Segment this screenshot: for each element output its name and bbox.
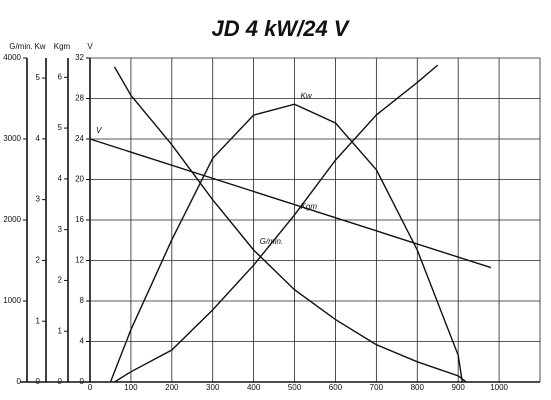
y-tick-label: 8 [80, 296, 85, 305]
y-tick-label: 1 [36, 316, 41, 325]
y-tick-label: 32 [75, 53, 84, 62]
x-tick-label: 700 [370, 383, 384, 392]
y-tick-label: 3 [36, 195, 41, 204]
curve [114, 64, 439, 383]
y-tick-label: 1 [58, 326, 63, 335]
y-axis-label: G/min. [9, 42, 33, 51]
x-tick-label: 500 [288, 383, 302, 392]
y-tick-label: 3000 [3, 134, 21, 143]
x-tick-label: 200 [165, 383, 179, 392]
x-tick-label: 100 [124, 383, 138, 392]
y-tick-label: 4 [80, 337, 85, 346]
x-tick-label: 600 [329, 383, 343, 392]
x-tick-label: 300 [206, 383, 220, 392]
y-tick-label: 28 [75, 94, 84, 103]
x-tick-label: 900 [452, 383, 466, 392]
y-tick-label: 2 [58, 276, 63, 285]
curve-label: V [96, 126, 102, 135]
curve [89, 138, 492, 269]
x-tick-label: 800 [411, 383, 425, 392]
y-tick-label: 4000 [3, 53, 21, 62]
y-tick-label: 16 [75, 215, 84, 224]
curve-label: Kgm [301, 202, 318, 211]
y-tick-label: 4 [36, 134, 41, 143]
y-tick-label: 12 [75, 256, 84, 265]
y-tick-label: 5 [36, 73, 41, 82]
x-tick-label: 0 [88, 383, 93, 392]
y-tick-label: 2 [36, 256, 41, 265]
y-tick-label: 5 [58, 123, 63, 132]
y-tick-label: 24 [75, 134, 84, 143]
y-tick-label: 3 [58, 225, 63, 234]
x-tick-label: 1000 [490, 383, 508, 392]
y-axis-label: Kw [34, 42, 45, 51]
x-tick-label: 400 [247, 383, 261, 392]
y-tick-label: 0 [17, 377, 22, 386]
y-tick-label: 20 [75, 175, 84, 184]
curve-label: G/min. [260, 237, 284, 246]
y-axis-label: Kgm [54, 42, 71, 51]
chart-title: JD 4 kW/24 V [212, 16, 351, 41]
y-tick-label: 6 [58, 72, 63, 81]
curve [113, 66, 467, 383]
y-axis-label: V [87, 42, 93, 51]
y-tick-label: 1000 [3, 296, 21, 305]
y-tick-label: 2000 [3, 215, 21, 224]
curve-label: Kw [301, 91, 313, 100]
curve [109, 103, 463, 383]
y-tick-label: 4 [58, 174, 63, 183]
